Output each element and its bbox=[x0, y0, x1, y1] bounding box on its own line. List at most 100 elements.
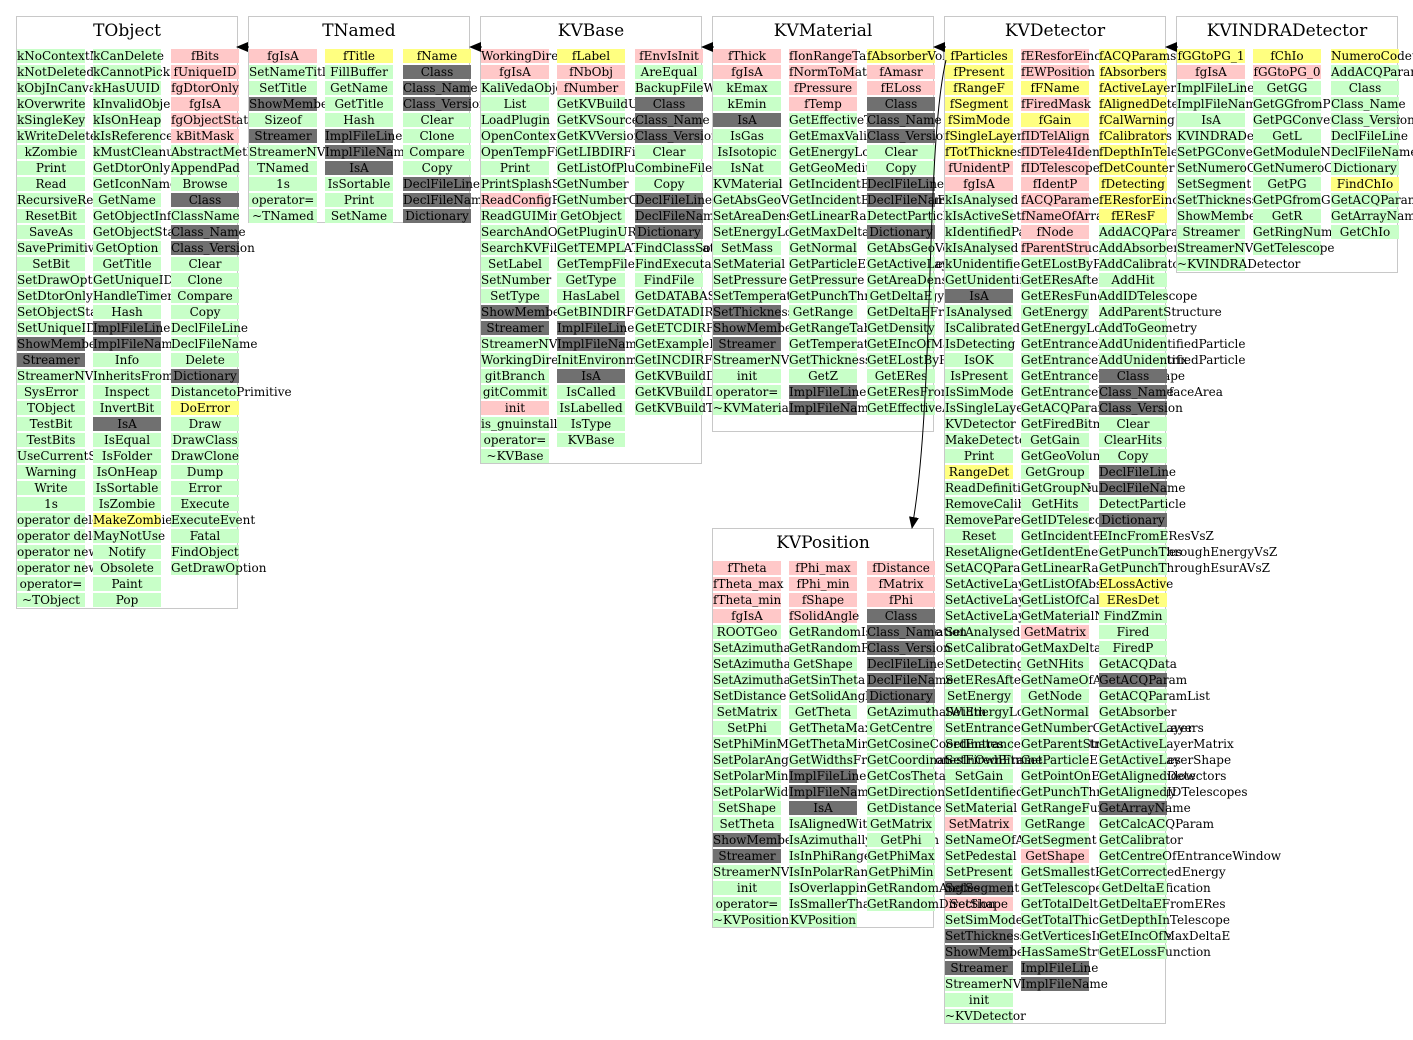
member-entry: GetAbsorber bbox=[1099, 705, 1177, 719]
member-entry: IsA bbox=[93, 417, 161, 431]
member-entry: kIsAnalysed bbox=[945, 241, 1019, 255]
member-entry: kEmax bbox=[713, 81, 781, 95]
member-entry: Copy bbox=[635, 177, 703, 191]
member-entry: Dictionary bbox=[171, 369, 239, 383]
member-entry: GetTelescope bbox=[1253, 241, 1335, 255]
member-entry: SetCalibrators bbox=[945, 641, 1034, 655]
member-entry: Dictionary bbox=[403, 209, 471, 223]
member-entry: fEnvIsInit bbox=[635, 49, 703, 63]
class-title: KVMaterial bbox=[773, 21, 873, 41]
member-entry: OpenTempFile bbox=[481, 145, 570, 159]
member-entry: operator= bbox=[713, 897, 781, 911]
member-entry: GetCosTheta bbox=[867, 769, 946, 783]
member-entry: Dump bbox=[171, 465, 239, 479]
member-entry: ImplFileName bbox=[557, 337, 644, 351]
member-entry: GetDensity bbox=[867, 321, 935, 335]
member-entry: fIdentP bbox=[1021, 177, 1089, 191]
member-entry: FindObject bbox=[171, 545, 239, 559]
member-entry: fTheta bbox=[713, 561, 781, 575]
member-entry: Streamer bbox=[713, 337, 781, 351]
member-entry: fThick bbox=[713, 49, 781, 63]
member-entry: GetGGfromPG bbox=[1253, 97, 1341, 111]
member-entry: fUnidentP bbox=[945, 161, 1013, 175]
member-entry: SetPresent bbox=[945, 865, 1013, 879]
member-entry: IsInPhiRange bbox=[789, 849, 871, 863]
member-entry: fEResforEinc bbox=[1099, 193, 1179, 207]
member-entry: SetType bbox=[481, 289, 549, 303]
member-entry: SetGain bbox=[945, 769, 1013, 783]
member-entry: GetKVVersion bbox=[557, 129, 642, 143]
member-entry: GetACQParam bbox=[1099, 673, 1188, 687]
member-entry: Class bbox=[171, 193, 239, 207]
member-entry: SetPhiMinMax bbox=[713, 737, 803, 751]
member-entry: Class_Name bbox=[635, 113, 710, 127]
member-entry: fACQParams bbox=[1099, 49, 1177, 63]
member-entry: Class bbox=[1099, 369, 1167, 383]
member-entry: DeclFileName bbox=[867, 193, 954, 207]
member-entry: fTotThickness bbox=[945, 145, 1030, 159]
class-box-kvdetector: KVDetector fParticles fPresent fRangeF fSegm… bbox=[944, 16, 1281, 1024]
member-entry: Class bbox=[867, 609, 935, 623]
member-entry: GetMaxDeltaE bbox=[1021, 641, 1111, 655]
member-entry: DetectParticle bbox=[1099, 497, 1186, 511]
member-entry: GetCentre bbox=[867, 721, 935, 735]
member-entry: GetSegment bbox=[1021, 833, 1097, 847]
member-entry: GetTheta bbox=[789, 705, 857, 719]
member-entry: IsOnHeap bbox=[93, 465, 161, 479]
member-entry: SetTitle bbox=[249, 81, 317, 95]
member-entry: SetNameTitle bbox=[249, 65, 333, 79]
member-entry: ImplFileName bbox=[1177, 97, 1264, 111]
member-entry: Class_Version bbox=[867, 129, 951, 143]
class-title: TObject bbox=[93, 21, 161, 41]
member-entry: Sizeof bbox=[249, 113, 317, 127]
member-entry: ImplFileName bbox=[1021, 977, 1108, 991]
member-entry: SetDetecting bbox=[945, 657, 1025, 671]
member-entry: GetPhiMin bbox=[867, 865, 935, 879]
member-entry: SetSegment bbox=[945, 881, 1020, 895]
member-entry: fgObjectStat bbox=[171, 113, 249, 127]
member-entry: kCannotPick bbox=[93, 65, 171, 79]
member-entry: init bbox=[945, 993, 1013, 1007]
member-entry: ~TObject bbox=[17, 593, 85, 607]
member-entry: GetNormal bbox=[789, 241, 857, 255]
member-entry: SetPolarWidth bbox=[713, 785, 801, 799]
member-entry: GetTitle bbox=[93, 257, 161, 271]
member-entry: Class_Version bbox=[867, 641, 951, 655]
member-entry: MayNotUse bbox=[93, 529, 166, 543]
member-entry: fIDTelescopes bbox=[1021, 161, 1106, 175]
member-entry: EResDet bbox=[1099, 593, 1167, 607]
class-title: TNamed bbox=[322, 21, 396, 41]
member-entry: TObject bbox=[17, 401, 85, 415]
member-entry: Dictionary bbox=[867, 689, 935, 703]
member-entry: 1s bbox=[249, 177, 317, 191]
member-entry: GetMaxDeltaE bbox=[789, 225, 879, 239]
member-entry: GetSinTheta bbox=[789, 673, 866, 687]
class-box-kvmaterial: KVMaterial fThick fgIsA kEmax kEmin IsA IsGas I… bbox=[712, 16, 1017, 432]
member-entry: SetPhi bbox=[713, 721, 781, 735]
member-entry: SetThickness bbox=[713, 305, 794, 319]
member-entry: GetShape bbox=[1021, 849, 1089, 863]
member-entry: kIsOnHeap bbox=[93, 113, 162, 127]
member-entry: SaveAs bbox=[17, 225, 85, 239]
member-entry: DeclFileName bbox=[403, 193, 490, 207]
member-entry: GetZ bbox=[789, 369, 857, 383]
member-entry: Class_Name bbox=[171, 225, 246, 239]
member-entry: fgIsA bbox=[713, 65, 781, 79]
member-entry: SetBit bbox=[17, 257, 85, 271]
member-entry: DeclFileLine bbox=[867, 177, 945, 191]
member-entry: GetEmaxValid bbox=[789, 129, 875, 143]
member-entry: DrawClone bbox=[171, 449, 239, 463]
member-entry: Streamer bbox=[249, 129, 317, 143]
member-entry: Execute bbox=[171, 497, 239, 511]
member-entry: SetMatrix bbox=[945, 817, 1013, 831]
member-entry: kHasUUID bbox=[93, 81, 161, 95]
member-entry: GetDeltaE bbox=[867, 289, 935, 303]
member-entry: SetNumber bbox=[481, 273, 552, 287]
member-entry: kWriteDelete bbox=[17, 129, 98, 143]
member-entry: kNotDeleted bbox=[17, 65, 95, 79]
member-entry: IsOK bbox=[945, 353, 1013, 367]
member-entry: SetShape bbox=[945, 897, 1013, 911]
member-entry: GetHits bbox=[1021, 497, 1089, 511]
member-entry: fgIsA bbox=[481, 65, 549, 79]
